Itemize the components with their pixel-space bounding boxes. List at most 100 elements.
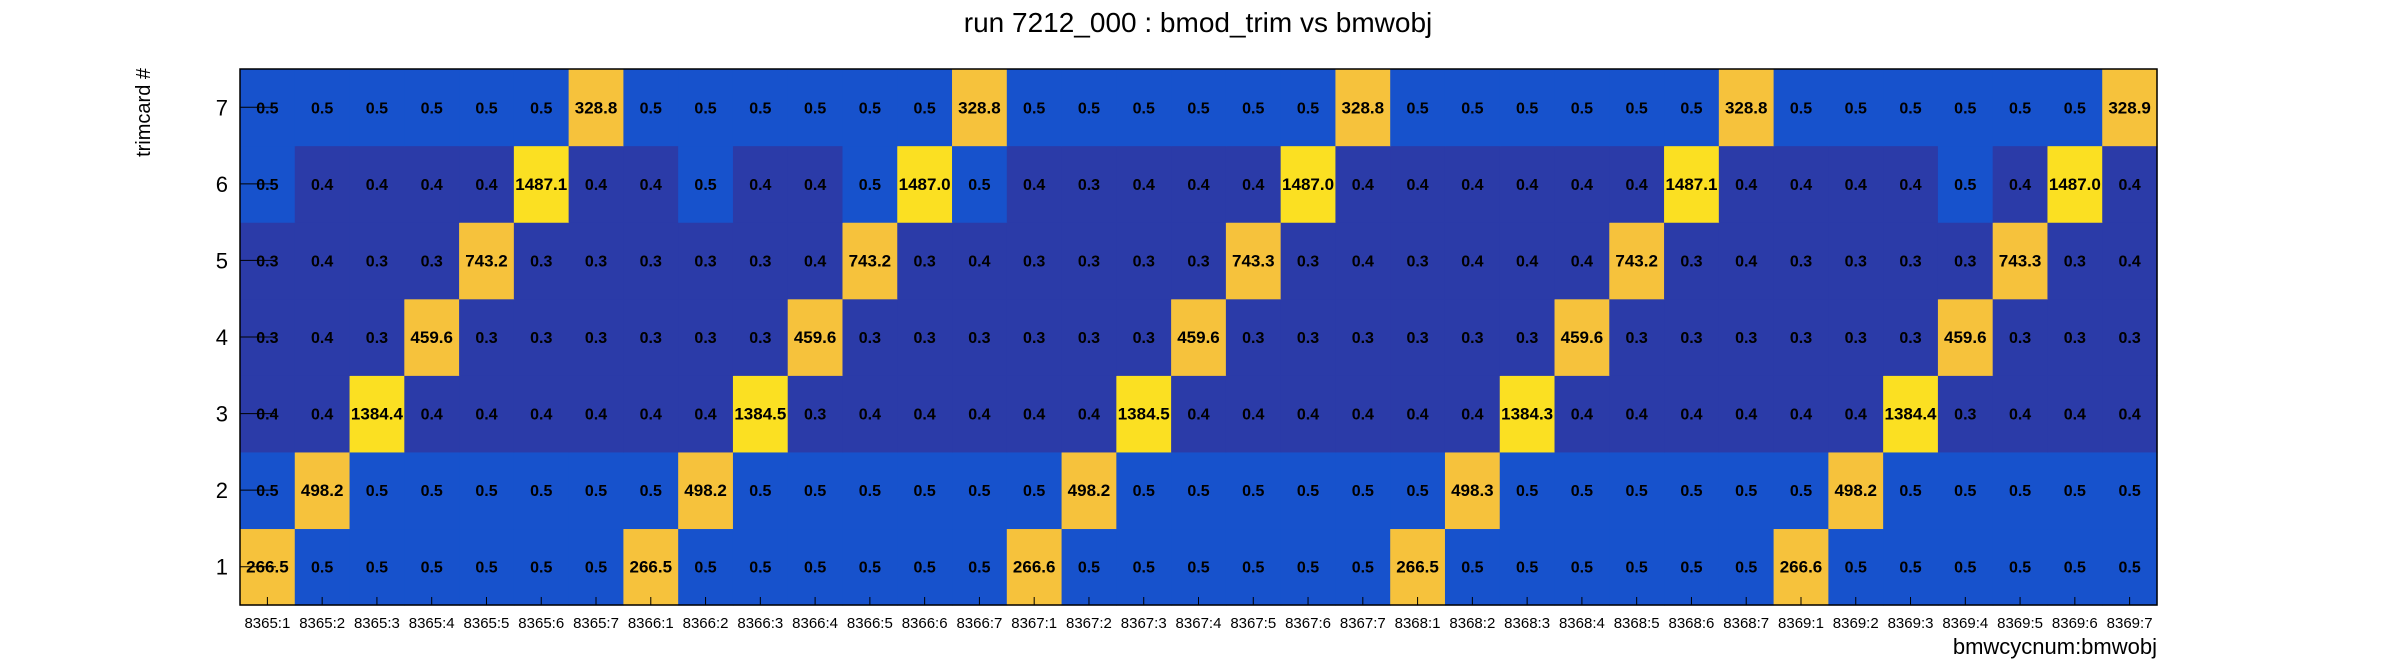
cell-value-label: 1487.0 [1282,175,1334,194]
heatmap-cell [1171,145,1227,223]
heatmap-cell [1006,69,1063,147]
x-tick-label: 8368:4 [1559,615,1605,632]
cell-value-label: 0.3 [2009,330,2031,347]
cell-value-label: 0.3 [1899,253,1921,270]
cell-value-label: 743.3 [1232,251,1275,270]
cell-value-label: 0.5 [914,100,936,117]
cell-value-label: 0.4 [1406,177,1428,194]
heatmap-cell [1883,222,1939,300]
cell-value-label: 266.5 [1396,558,1439,577]
x-tick-label: 8367:4 [1176,615,1222,632]
cell-value-label: 0.4 [1626,177,1648,194]
x-tick-label: 8368:7 [1723,615,1769,632]
cell-value-label: 0.3 [1133,253,1155,270]
heatmap-cell [1992,528,2049,606]
cell-value-label: 0.4 [311,330,333,347]
cell-value-label: 0.5 [1680,483,1702,500]
heatmap-cell [459,528,515,606]
cell-value-label: 0.5 [640,483,662,500]
heatmap-cell [1280,145,1337,223]
heatmap-cell [2047,375,2103,453]
heatmap-cell [459,222,515,300]
heatmap-cell [1773,528,1829,606]
cell-value-label: 0.5 [694,177,716,194]
cell-value-label: 0.3 [585,330,607,347]
heatmap-cell [568,69,624,147]
heatmap-cell [2047,298,2103,376]
cell-value-label: 0.4 [1023,407,1045,424]
cell-value-label: 0.5 [1133,483,1155,500]
cell-value-label: 0.5 [1461,100,1483,117]
cell-value-label: 0.5 [311,560,333,577]
cell-value-label: 0.5 [2009,100,2031,117]
heatmap-cell [1225,69,1282,147]
heatmap-cell [1554,528,1610,606]
cell-value-label: 0.4 [1845,177,1867,194]
heatmap-cell [2102,451,2158,530]
heatmap-cell [787,69,844,147]
cell-value-label: 0.4 [2064,407,2086,424]
cell-value-label: 743.3 [1999,251,2042,270]
heatmap-cell [404,528,460,606]
heatmap-cell [732,451,789,530]
heatmap-cell [1061,375,1117,453]
heatmap-cell [952,145,1008,223]
heatmap-cell [513,69,570,147]
cell-value-label: 0.3 [859,330,881,347]
cell-value-label: 0.3 [1626,330,1648,347]
heatmap-cell [1828,145,1884,223]
heatmap-cell [568,222,624,300]
heatmap-cell [1444,528,1501,606]
heatmap-cell [732,145,789,223]
cell-value-label: 0.5 [256,483,278,500]
heatmap-cell [1335,145,1391,223]
heatmap-cell [1937,145,1994,223]
cell-value-label: 0.5 [311,100,333,117]
x-tick-label: 8369:3 [1888,615,1934,632]
heatmap-cell [1718,69,1775,147]
cell-value-label: 0.3 [1516,330,1538,347]
cell-value-label: 0.5 [749,560,771,577]
cell-value-label: 0.3 [1078,253,1100,270]
cell-value-label: 0.4 [859,407,881,424]
cell-value-label: 0.5 [1078,100,1100,117]
heatmap-cell [732,222,789,300]
heatmap-cell [1773,298,1829,376]
y-axis-label: trimcard # [133,67,155,157]
heatmap-cell [1116,222,1172,300]
heatmap-cell [1225,298,1282,376]
heatmap-cell [787,298,844,376]
heatmap-cell [568,528,624,606]
heatmap-cell [623,451,679,530]
cell-value-label: 0.3 [749,330,771,347]
heatmap-cell [897,145,953,223]
heatmap-cell [952,222,1008,300]
x-tick-label: 8367:1 [1011,615,1057,632]
cell-value-label: 0.5 [1899,560,1921,577]
x-tick-label: 8366:7 [956,615,1002,632]
cell-value-label: 0.5 [1954,177,1976,194]
heatmap-cell [1883,375,1939,453]
cell-value-label: 0.3 [1023,330,1045,347]
cell-value-label: 0.4 [694,407,716,424]
x-tick-label: 8366:5 [847,615,893,632]
x-tick-label: 8366:6 [902,615,948,632]
cell-value-label: 0.5 [859,177,881,194]
heatmap-cell [787,451,844,530]
heatmap-cell [349,375,405,453]
cell-value-label: 0.3 [1023,253,1045,270]
cell-value-label: 0.3 [530,253,552,270]
cell-value-label: 0.5 [1680,100,1702,117]
cell-value-label: 0.5 [2118,483,2140,500]
cell-value-label: 0.5 [1516,100,1538,117]
cell-value-label: 266.5 [630,558,673,577]
cell-value-label: 0.4 [311,253,333,270]
heatmap-cell [2047,145,2103,223]
heatmap-cell [787,222,844,300]
heatmap-cell [513,528,570,606]
heatmap-cell [952,375,1008,453]
heatmap-cell [897,69,953,147]
cell-value-label: 0.4 [1242,177,1264,194]
cell-value-label: 0.3 [640,253,662,270]
heatmap-cell [2102,375,2158,453]
